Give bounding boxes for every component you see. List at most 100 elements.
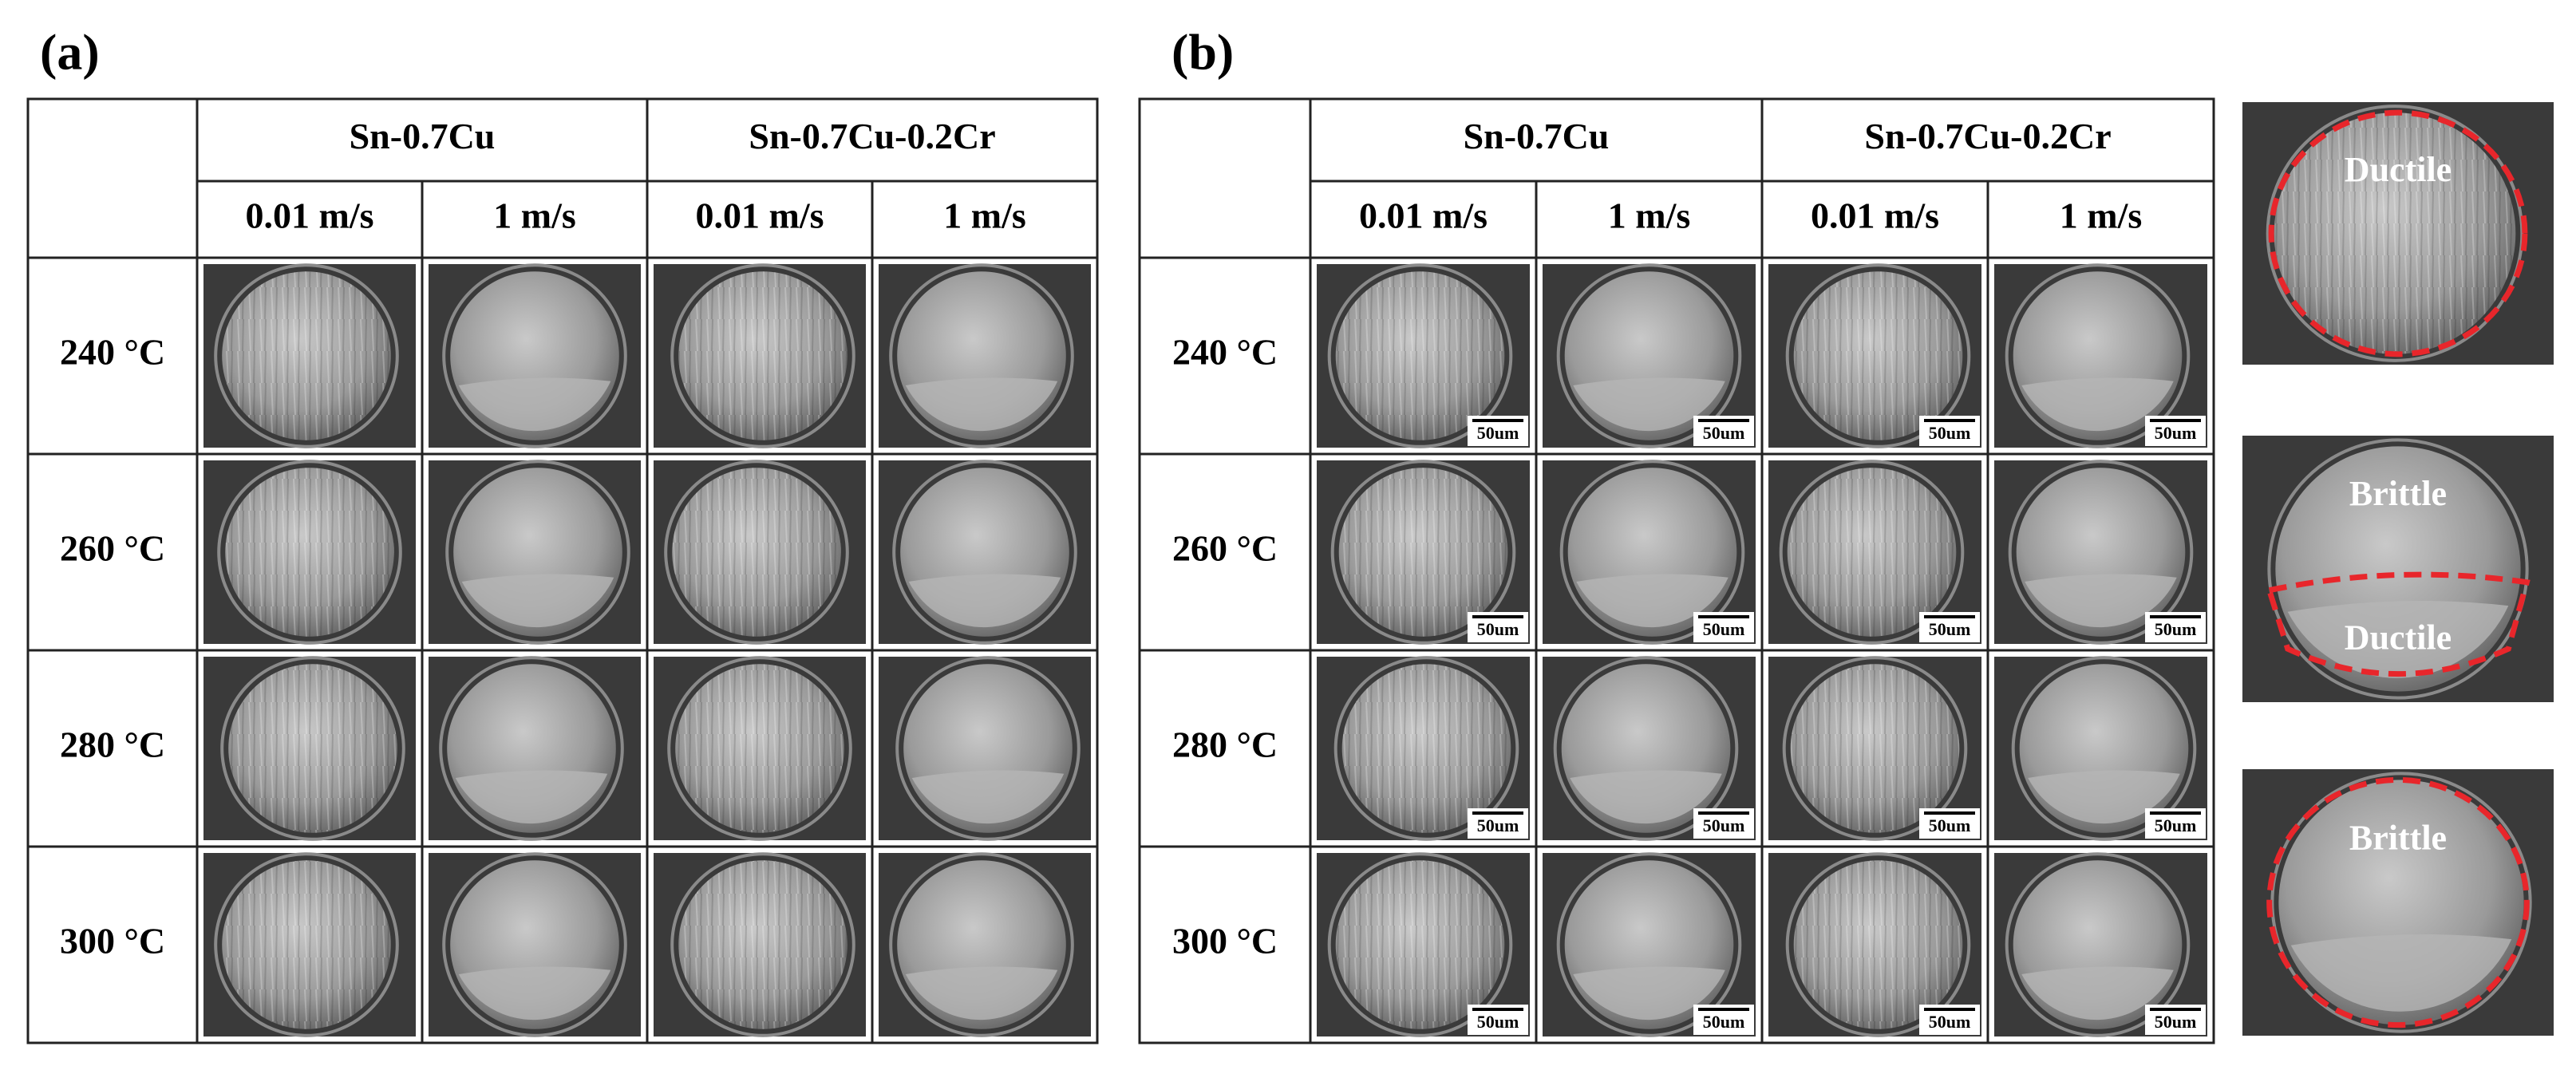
scale-bar-label: 50um <box>1929 423 1971 443</box>
disc-rim <box>214 852 399 1037</box>
disc-rim <box>445 460 630 645</box>
striae <box>672 468 841 637</box>
striae <box>1335 860 1505 1029</box>
ductile-zone <box>455 770 608 824</box>
striae <box>1793 860 1963 1029</box>
scale-bar-label: 50um <box>1477 815 1519 835</box>
sem-image <box>203 656 416 841</box>
fracture-label: Brittle <box>2349 818 2447 857</box>
ductile-zone <box>908 574 1061 628</box>
disc-rim <box>892 460 1077 645</box>
scale-bar-label: 50um <box>2155 1012 2197 1032</box>
scale-bar-label: 50um <box>1929 815 1971 835</box>
disc-rim <box>442 852 627 1037</box>
striae <box>1793 271 1963 440</box>
sem-image <box>203 460 416 645</box>
sem-image <box>1317 460 1530 645</box>
disc-rim <box>889 263 1074 448</box>
ductile-zone <box>458 966 611 1021</box>
sem-image <box>2242 436 2554 702</box>
disc-rim <box>2270 772 2532 1033</box>
sem-image <box>879 852 1091 1037</box>
scale-bar-label: 50um <box>1477 619 1519 639</box>
speed-header: 1 m/s <box>1608 195 1691 236</box>
ductile-zone <box>2021 966 2174 1021</box>
sem-image <box>203 852 416 1037</box>
fracture-label: Ductile <box>2345 150 2452 189</box>
scale-bar-label: 50um <box>1929 1012 1971 1032</box>
disc-rim <box>667 656 852 841</box>
fracture-label: Brittle <box>2349 474 2447 513</box>
disc-rim <box>889 852 1074 1037</box>
disc-rim <box>217 460 402 645</box>
row-label: 300 °C <box>1172 921 1278 961</box>
disc-rim <box>1556 852 1742 1037</box>
row-label: 280 °C <box>60 725 165 765</box>
sem-image <box>1768 656 1981 841</box>
sem-image <box>2242 769 2554 1036</box>
scale-bar-label: 50um <box>1929 619 1971 639</box>
group-header: Sn-0.7Cu-0.2Cr <box>749 116 995 156</box>
sem-image <box>654 263 866 448</box>
ductile-zone <box>2287 600 2509 678</box>
table-border <box>26 97 1099 1044</box>
ductile-zone <box>1573 966 1725 1021</box>
ductile-zone <box>1573 377 1725 432</box>
disc-rim <box>1327 263 1513 448</box>
scale-bar-label: 50um <box>1477 1012 1519 1032</box>
row-label: 300 °C <box>60 921 165 961</box>
striae <box>2274 113 2516 354</box>
speed-header: 0.01 m/s <box>696 195 824 236</box>
row-label: 260 °C <box>60 528 165 569</box>
scale-bar-label: 50um <box>2155 619 2197 639</box>
scale-bar-label: 50um <box>1703 1012 1745 1032</box>
disc-rim <box>2005 263 2191 448</box>
striae <box>1338 468 1508 637</box>
ductile-zone <box>2025 574 2177 628</box>
group-header: Sn-0.7Cu <box>1464 116 1610 156</box>
striae <box>1787 468 1957 637</box>
sem-image <box>654 460 866 645</box>
ductile-zone <box>2290 934 2512 1012</box>
speed-header: 0.01 m/s <box>1359 195 1488 236</box>
ductile-zone <box>2028 770 2180 824</box>
row-label: 280 °C <box>1172 725 1278 765</box>
sem-image <box>429 852 641 1037</box>
scale-bar-label: 50um <box>1477 423 1519 443</box>
disc-rim <box>439 656 624 841</box>
sem-image <box>2242 102 2554 365</box>
speed-header: 1 m/s <box>493 195 576 236</box>
sem-image <box>203 263 416 448</box>
scale-bar-label: 50um <box>2155 815 2197 835</box>
disc-rim <box>2011 656 2197 841</box>
disc-rim <box>1553 656 1739 841</box>
striae <box>1790 664 1960 833</box>
ductile-zone <box>458 377 611 432</box>
disc-rim <box>1785 263 1971 448</box>
sem-image <box>879 263 1091 448</box>
sem-image <box>429 263 641 448</box>
ductile-zone <box>905 966 1058 1021</box>
disc-rim <box>1559 460 1745 645</box>
sem-image <box>1768 460 1981 645</box>
outline <box>2266 571 2531 677</box>
striae <box>228 664 397 833</box>
speed-header: 0.01 m/s <box>1811 195 1939 236</box>
disc-rim <box>1327 852 1513 1037</box>
speed-header: 0.01 m/s <box>246 195 374 236</box>
striae <box>675 664 844 833</box>
ductile-zone <box>461 574 614 628</box>
sem-image <box>654 656 866 841</box>
row-label: 240 °C <box>1172 332 1278 373</box>
ductile-zone <box>1570 770 1722 824</box>
disc-rim <box>1330 460 1516 645</box>
sem-image <box>654 852 866 1037</box>
fracture-label: Ductile <box>2345 618 2452 657</box>
disc-rim <box>1782 656 1968 841</box>
sem-image <box>1994 852 2207 1037</box>
table-border <box>1138 97 2215 1044</box>
disc-rim <box>1785 852 1971 1037</box>
disc-rim <box>2008 460 2194 645</box>
ductile-zone <box>905 377 1058 432</box>
scale-bar-label: 50um <box>2155 423 2197 443</box>
